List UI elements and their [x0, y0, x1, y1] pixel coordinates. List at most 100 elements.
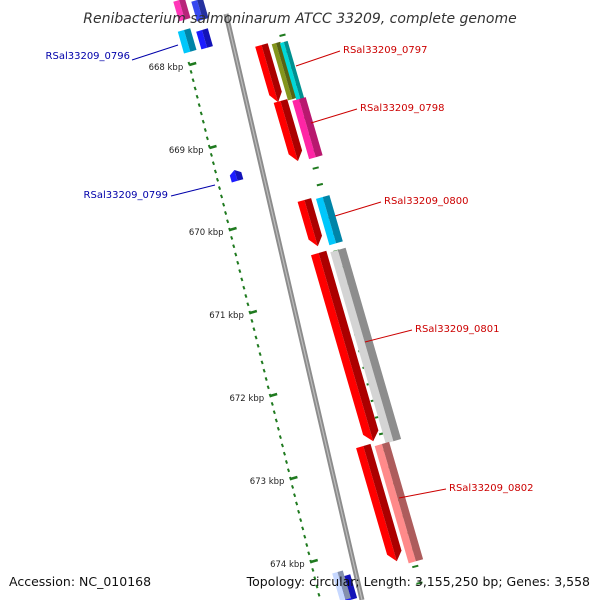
gene-rsal33209-0798-red[interactable] — [273, 99, 303, 162]
minor-tick — [213, 169, 218, 174]
scale-label: 674 kbp — [270, 560, 305, 570]
minor-tick — [313, 576, 317, 581]
minor-tick — [232, 244, 236, 249]
major-tick — [310, 558, 319, 564]
minor-tick — [238, 269, 242, 274]
gene-cyan-0800[interactable] — [316, 195, 343, 246]
gene-pink-top-left[interactable] — [173, 0, 191, 22]
minor-tick — [299, 518, 303, 523]
minor-tick — [240, 277, 244, 282]
gene-label-leader — [170, 184, 216, 197]
gene-olive-0797-face-right — [276, 41, 297, 100]
major-tick — [249, 309, 258, 315]
gene-rsal33209-0801[interactable] — [330, 247, 402, 444]
minor-tick — [226, 219, 230, 224]
minor-tick — [297, 509, 301, 514]
gene-rsal33209-0799-face-left — [229, 170, 238, 183]
minor-tick — [258, 352, 262, 357]
outer-track-tick — [279, 33, 286, 37]
minor-tick — [256, 343, 260, 348]
gene-rsal33209-0802[interactable] — [374, 441, 424, 564]
gene-lightblue-bottom-face-right — [337, 570, 351, 600]
gene-rsal33209-0799[interactable] — [229, 170, 244, 183]
minor-tick — [286, 468, 291, 473]
minor-tick — [211, 161, 215, 166]
minor-tick — [282, 451, 286, 456]
minor-tick — [246, 302, 250, 307]
genome-title: Renibacterium salmoninarum ATCC 33209, c… — [83, 11, 516, 27]
gene-rsal33209-0797[interactable] — [255, 43, 282, 103]
minor-tick — [262, 368, 266, 373]
minor-tick — [307, 551, 311, 556]
minor-tick — [220, 194, 224, 199]
minor-tick — [215, 177, 220, 182]
gene-cyan-left[interactable] — [177, 28, 197, 54]
gene-rsal33209-0798[interactable] — [292, 97, 323, 160]
gene-blue-left[interactable] — [196, 28, 213, 50]
minor-tick — [295, 501, 299, 506]
gene-rsal33209-0799-face-right — [234, 170, 244, 181]
gene-rsal33209-0798-face-left — [292, 99, 316, 160]
minor-tick — [250, 318, 254, 323]
minor-tick — [195, 94, 199, 99]
minor-tick — [236, 260, 240, 265]
minor-tick — [291, 484, 295, 489]
gene-rsal33209-0798-face-right — [299, 97, 323, 158]
gene-rsal33209-0801-red[interactable] — [311, 250, 379, 442]
gene-rsal33209-0798-red-face-left — [273, 101, 298, 162]
gene-label-rsal33209_0797[interactable]: RSal33209_0797 — [343, 45, 427, 56]
topology-text: Topology: circular; Length: 3,155,250 bp… — [246, 574, 590, 589]
gene-cyan-left-face-right — [184, 28, 197, 52]
gene-rsal33209-0802-red-face-left — [356, 446, 397, 562]
gene-label-rsal33209_0799[interactable]: RSal33209_0799 — [84, 190, 168, 201]
outer-track-tick — [316, 182, 324, 187]
backbone-highlight — [225, 13, 363, 600]
minor-tick — [303, 534, 307, 539]
scale-label: 673 kbp — [250, 477, 285, 487]
gene-label-rsal33209_0796[interactable]: RSal33209_0796 — [46, 51, 130, 62]
gene-olive-0797[interactable] — [271, 41, 297, 101]
minor-tick — [305, 543, 309, 547]
gene-rsal33209-0800[interactable] — [297, 198, 322, 247]
gene-rsal33209-0801-red-face-right — [318, 250, 379, 442]
major-tick — [209, 144, 217, 150]
major-tick — [290, 475, 298, 481]
map-layer: 668 kbp 669 kbp 670 kbp 671 kbp 672 kbp 673 k… — [46, 0, 533, 600]
minor-tick — [274, 418, 278, 423]
gene-label-rsal33209_0801[interactable]: RSal33209_0801 — [415, 324, 499, 335]
gene-label-rsal33209_0802[interactable]: RSal33209_0802 — [449, 483, 533, 494]
gene-rsal33209-0800-face-left — [297, 200, 318, 247]
gene-rsal33209-0797-face-left — [255, 45, 279, 103]
gene-label-rsal33209_0800[interactable]: RSal33209_0800 — [384, 196, 468, 207]
gene-rsal33209-0800-face-right — [304, 198, 322, 247]
minor-tick — [266, 385, 270, 390]
minor-tick — [205, 136, 209, 141]
gene-label-rsal33209_0798[interactable]: RSal33209_0798 — [360, 103, 444, 114]
gene-rsal33209-0801-red-face-left — [311, 253, 374, 442]
gene-rsal33209-0802-red[interactable] — [356, 443, 402, 562]
gene-rsal33209-0801-face-right — [337, 247, 402, 442]
gene-blue-top-face-right — [197, 0, 209, 20]
minor-tick — [217, 186, 222, 191]
accession-text: Accession: NC_010168 — [9, 574, 151, 589]
minor-tick — [203, 128, 207, 132]
minor-tick — [234, 252, 238, 257]
gene-cyan-0800-face-left — [316, 197, 337, 246]
gene-lightblue-bottom-face-left — [332, 572, 346, 600]
minor-tick — [189, 69, 193, 74]
scale-label: 671 kbp — [209, 311, 244, 321]
minor-tick — [199, 111, 203, 116]
gene-blue-top[interactable] — [191, 0, 209, 22]
minor-tick — [260, 360, 264, 365]
minor-tick — [254, 335, 258, 340]
gene-cyan-0800-face-right — [322, 195, 343, 244]
minor-tick — [317, 592, 321, 597]
gene-olive-0797-face-left — [271, 43, 293, 101]
gene-teal-0797[interactable] — [279, 40, 305, 101]
gene-lightblue-bottom[interactable] — [332, 570, 351, 600]
minor-tick — [197, 103, 201, 108]
gene-blue-bottom-face-right — [344, 574, 358, 600]
gene-blue-left-face-left — [196, 30, 208, 50]
outer-track-tick — [312, 166, 319, 170]
major-tick — [229, 226, 237, 232]
